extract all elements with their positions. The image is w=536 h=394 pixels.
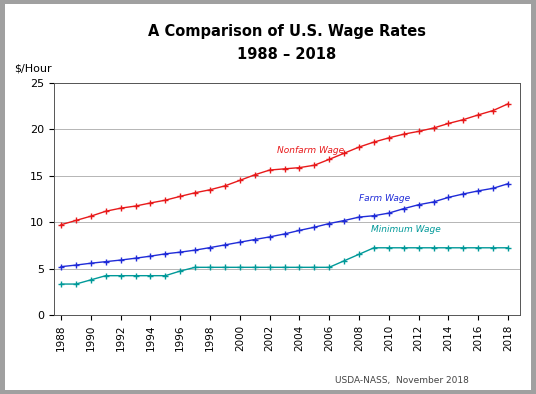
Text: $/Hour: $/Hour — [14, 63, 51, 73]
Text: A Comparison of U.S. Wage Rates: A Comparison of U.S. Wage Rates — [148, 24, 426, 39]
Text: Minimum Wage: Minimum Wage — [371, 225, 441, 234]
Text: USDA-NASS,  November 2018: USDA-NASS, November 2018 — [335, 376, 469, 385]
Text: 1988 – 2018: 1988 – 2018 — [237, 47, 337, 62]
Text: Nonfarm Wage: Nonfarm Wage — [277, 146, 344, 155]
Text: Farm Wage: Farm Wage — [359, 194, 410, 203]
